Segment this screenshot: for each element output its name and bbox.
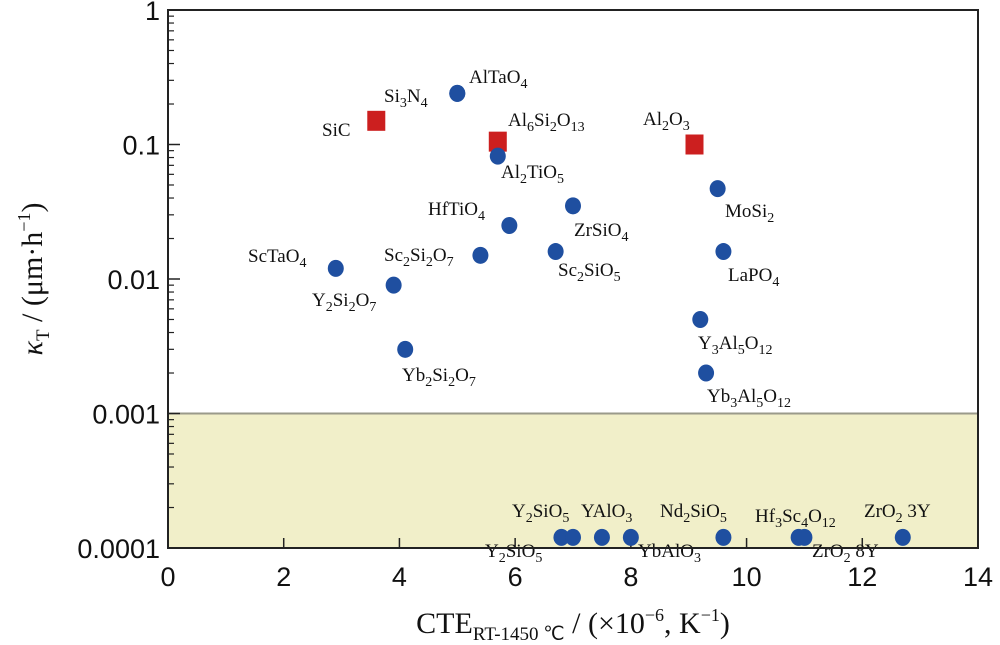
x-axis-title: CTERT-1450 ℃ / (×10−6, K−1) xyxy=(416,605,730,645)
x-axis-title-close: ) xyxy=(720,607,730,640)
circle-marker xyxy=(385,276,402,294)
circle-marker xyxy=(593,528,610,546)
point-label: Y2Si2O7 xyxy=(312,290,376,315)
point-label: Y2SiO5 xyxy=(512,501,569,526)
point-label: Yb2Si2O7 xyxy=(402,365,476,390)
y-axis-title-kappa: κ xyxy=(16,340,49,355)
square-marker xyxy=(367,110,386,131)
x-tick-label: 2 xyxy=(276,562,291,592)
circle-marker xyxy=(709,180,726,198)
point-label: ScTaO4 xyxy=(248,246,306,271)
point-label: LaPO4 xyxy=(728,265,779,290)
x-axis-title-exp2: −1 xyxy=(701,605,720,625)
square-marker xyxy=(488,131,507,152)
circle-marker xyxy=(547,243,564,261)
x-tick-label: 0 xyxy=(160,562,175,592)
x-tick-label: 10 xyxy=(732,562,762,592)
point-label: Al2TiO5 xyxy=(501,162,564,187)
y-tick-label: 0.001 xyxy=(92,400,160,430)
point-label: Al2O3 xyxy=(643,109,690,134)
circle-marker xyxy=(692,310,709,328)
y-tick-label: 0.01 xyxy=(107,265,160,295)
point-label: MoSi2 xyxy=(725,201,774,226)
tick-labels: 0 2 4 6 8 10 12 14 0.0001 0.001 0.01 0.1 1 xyxy=(77,0,993,592)
x-tick-label: 6 xyxy=(508,562,523,592)
y-axis-title: κT / (μm·h−1) xyxy=(14,203,54,356)
y-axis-title-exp: −1 xyxy=(14,213,34,232)
point-label: YbAlO3 xyxy=(638,541,701,566)
point-label: ZrSiO4 xyxy=(574,220,629,245)
circle-marker xyxy=(565,528,581,546)
point-label: Sc2Si2O7 xyxy=(384,245,454,270)
data-points xyxy=(327,84,911,546)
circle-marker xyxy=(622,528,639,546)
x-tick-label: 12 xyxy=(847,562,877,592)
point-label: Sc2SiO5 xyxy=(558,260,621,285)
y-tick-label: 1 xyxy=(145,0,160,26)
point-label: Hf3Sc4O12 xyxy=(755,506,836,531)
y-axis-title-sub: T xyxy=(33,329,54,341)
point-labels: SiC Si3N4 AlTaO4 Al6Si2O13 Al2TiO5 Al2O3 HfTiO… xyxy=(248,67,931,566)
circle-marker xyxy=(894,528,911,546)
point-label: YAlO3 xyxy=(581,501,632,526)
circle-marker xyxy=(489,147,506,165)
circle-marker xyxy=(698,364,715,382)
circle-marker xyxy=(397,340,414,358)
circle-marker xyxy=(715,528,732,546)
point-label: HfTiO4 xyxy=(428,199,485,224)
point-label: Yb3Al5O12 xyxy=(707,386,791,411)
y-tick-label: 0.1 xyxy=(122,131,160,161)
point-label: Y2SiO5 xyxy=(485,541,542,566)
point-label: ZrO2 3Y xyxy=(864,501,931,526)
point-label: Y3Al5O12 xyxy=(698,333,772,358)
circle-marker xyxy=(449,84,466,102)
x-axis-title-exp: −6 xyxy=(645,605,664,625)
point-label: ZrO2 8Y xyxy=(812,541,879,566)
circle-marker xyxy=(715,243,732,261)
plot-frame xyxy=(167,9,979,549)
x-axis-title-rest2: , K xyxy=(664,607,701,640)
y-axis-title-close: ) xyxy=(16,203,49,213)
y-axis-title-rest: / (μm·h xyxy=(16,232,49,330)
shaded-region xyxy=(168,413,978,548)
x-tick-label: 4 xyxy=(392,562,407,592)
point-label: Al6Si2O13 xyxy=(508,110,585,135)
circle-marker xyxy=(472,246,489,264)
y-tick-label: 0.0001 xyxy=(77,534,160,564)
circle-marker xyxy=(327,259,344,277)
point-label: AlTaO4 xyxy=(469,67,527,92)
circle-marker xyxy=(501,216,518,234)
point-label: SiC xyxy=(322,120,351,141)
x-tick-label: 8 xyxy=(623,562,638,592)
square-marker xyxy=(685,134,704,155)
point-label: Si3N4 xyxy=(384,86,428,111)
point-label: Nd2SiO5 xyxy=(660,501,727,526)
x-axis-title-rest: / (×10 xyxy=(565,607,645,640)
circle-marker xyxy=(553,528,570,546)
circle-marker xyxy=(796,528,813,546)
circle-marker xyxy=(565,197,581,215)
x-tick-label: 14 xyxy=(963,562,993,592)
x-axis-title-main: CTE xyxy=(416,607,473,640)
x-axis-title-sub: RT-1450 ℃ xyxy=(473,624,565,645)
